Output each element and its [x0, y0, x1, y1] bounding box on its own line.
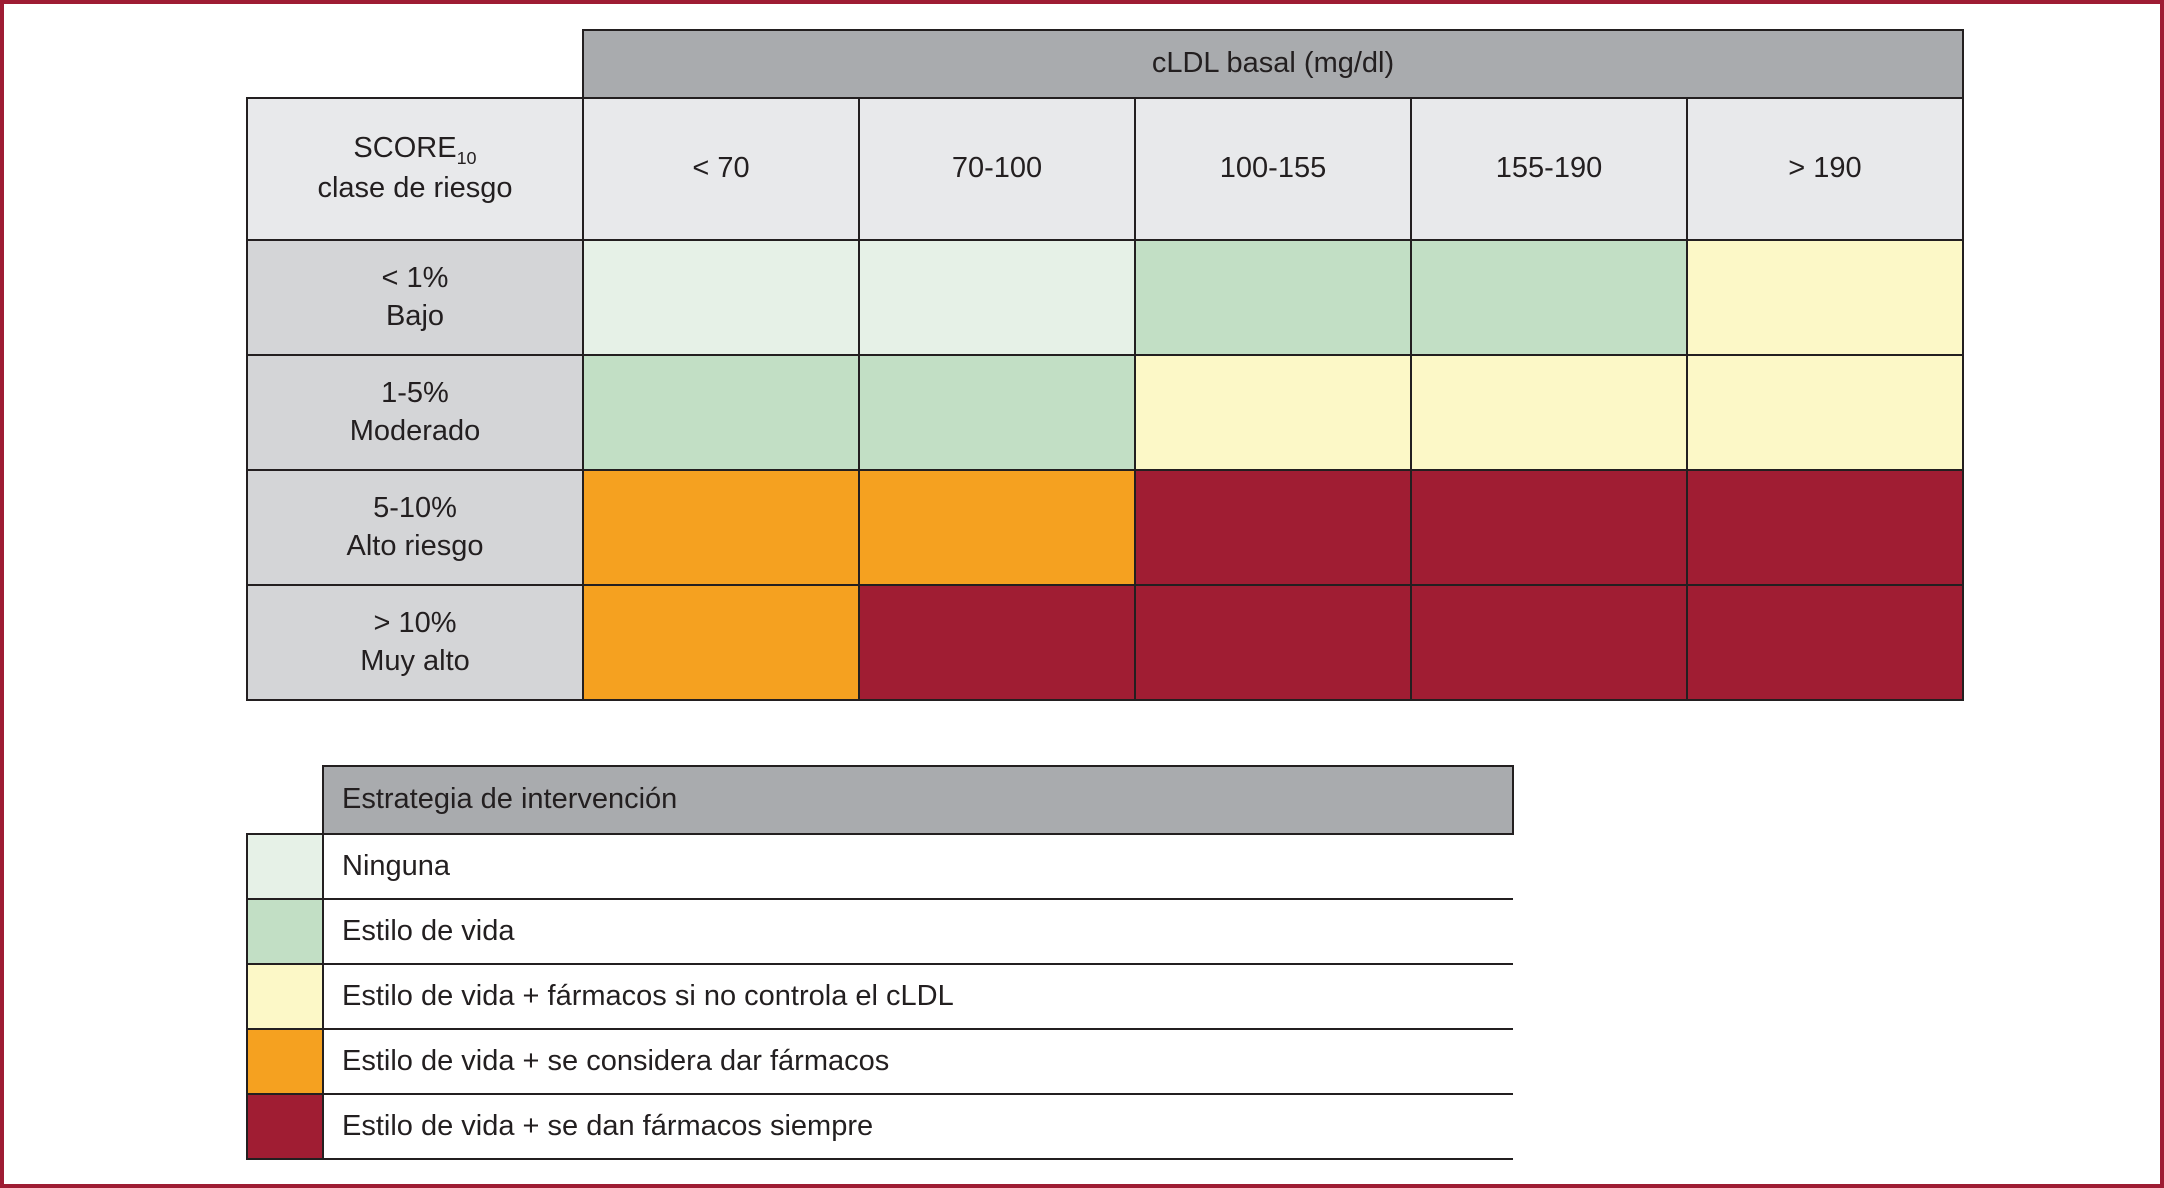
matrix-cell — [1686, 239, 1964, 356]
legend-spacer — [247, 766, 323, 834]
col-header: 70-100 — [858, 97, 1136, 241]
matrix-cell — [582, 469, 860, 586]
legend-item: Estilo de vida + se considera dar fármac… — [246, 1028, 1513, 1095]
matrix-cell — [1686, 354, 1964, 471]
row-label: < 1% Bajo — [246, 239, 584, 356]
matrix-title-row: cLDL basal (mg/dl) — [247, 29, 1964, 99]
matrix-cell — [858, 469, 1136, 586]
matrix-row: 5-10% Alto riesgo — [246, 469, 1964, 586]
legend-label: Ninguna — [323, 834, 1513, 900]
legend-swatch — [246, 898, 324, 965]
corner-spacer — [247, 30, 583, 98]
y-axis-title: SCORE10 clase de riesgo — [246, 97, 584, 241]
matrix-row: < 1% Bajo — [246, 239, 1964, 356]
legend-item: Estilo de vida + fármacos si no controla… — [246, 963, 1513, 1030]
legend-title-row: Estrategia de intervención — [247, 765, 1514, 835]
matrix-cell — [582, 239, 860, 356]
risk-class-label: clase de riesgo — [317, 172, 513, 205]
col-header: 100-155 — [1134, 97, 1412, 241]
matrix-cell — [1134, 469, 1412, 586]
matrix-cell — [858, 354, 1136, 471]
legend-swatch — [246, 833, 324, 900]
matrix-cell — [582, 354, 860, 471]
matrix-cell — [1134, 584, 1412, 701]
legend-label: Estilo de vida + se considera dar fármac… — [323, 1029, 1513, 1095]
legend-swatch — [246, 1093, 324, 1160]
row-label: > 10% Muy alto — [246, 584, 584, 701]
matrix-cell — [858, 584, 1136, 701]
matrix-header-row: SCORE10 clase de riesgo < 70 70-100 100-… — [246, 97, 1964, 241]
matrix-cell — [1410, 469, 1688, 586]
legend-label: Estilo de vida + se dan fármacos siempre — [323, 1094, 1513, 1160]
legend-item: Estilo de vida — [246, 898, 1513, 965]
legend-swatch — [246, 963, 324, 1030]
legend-label: Estilo de vida — [323, 899, 1513, 965]
row-label: 5-10% Alto riesgo — [246, 469, 584, 586]
matrix-cell — [582, 584, 860, 701]
matrix-cell — [1134, 239, 1412, 356]
risk-matrix-table: cLDL basal (mg/dl) SCORE10 clase de ries… — [246, 29, 1964, 701]
legend-title: Estrategia de intervención — [322, 765, 1514, 835]
legend-swatch — [246, 1028, 324, 1095]
legend-label: Estilo de vida + fármacos si no controla… — [323, 964, 1513, 1030]
col-header: < 70 — [582, 97, 860, 241]
matrix-row: > 10% Muy alto — [246, 584, 1964, 701]
matrix-cell — [1410, 584, 1688, 701]
matrix-cell — [858, 239, 1136, 356]
matrix-cell — [1134, 354, 1412, 471]
matrix-cell — [1410, 239, 1688, 356]
legend-item: Ninguna — [246, 833, 1513, 900]
matrix-cell — [1410, 354, 1688, 471]
row-label: 1-5% Moderado — [246, 354, 584, 471]
col-header: 155-190 — [1410, 97, 1688, 241]
matrix-cell — [1686, 584, 1964, 701]
legend-item: Estilo de vida + se dan fármacos siempre — [246, 1093, 1513, 1160]
matrix-cell — [1686, 469, 1964, 586]
matrix-title: cLDL basal (mg/dl) — [582, 29, 1964, 99]
matrix-row: 1-5% Moderado — [246, 354, 1964, 471]
score-label: SCORE10 — [353, 132, 477, 168]
legend-table: Estrategia de intervención Ninguna Estil… — [246, 765, 1514, 1160]
col-header: > 190 — [1686, 97, 1964, 241]
score-subscript: 10 — [456, 147, 477, 168]
